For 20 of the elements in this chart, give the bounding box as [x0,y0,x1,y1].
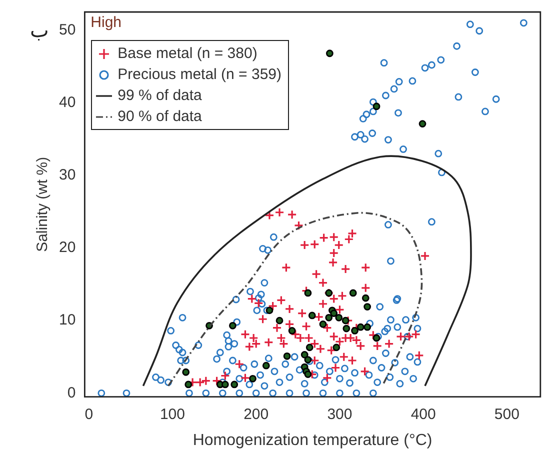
y-axis-title: Salinity (wt %) [34,156,52,252]
x-tick-label: 100 [160,406,185,423]
y-tick-label: 40 [58,94,76,111]
legend-label: 90 % of data [118,107,202,127]
legend-label: Precious metal (n = 359) [118,65,282,85]
x-tick-label: 500 [494,406,520,423]
text: ب [30,19,49,43]
chart-title: High [90,14,122,31]
y-tick-label: 10 [58,312,76,329]
y-tick-label: 30 [58,166,76,184]
y-tick-label: 50 [58,21,76,38]
y-tick-label: 20 [58,239,76,256]
x-axis-title: Homogenization temperature (°C) [192,432,432,449]
legend-label: Base metal (n = 380) [118,44,258,64]
x-tick-label: 0 [84,406,94,423]
legend-label: 99 % of data [118,86,202,106]
y-tick-label: 0 [67,384,76,402]
x-tick-label: 400 [410,406,436,423]
x-tick-label: 200 [244,406,269,423]
x-tick-label: 300 [327,406,352,423]
